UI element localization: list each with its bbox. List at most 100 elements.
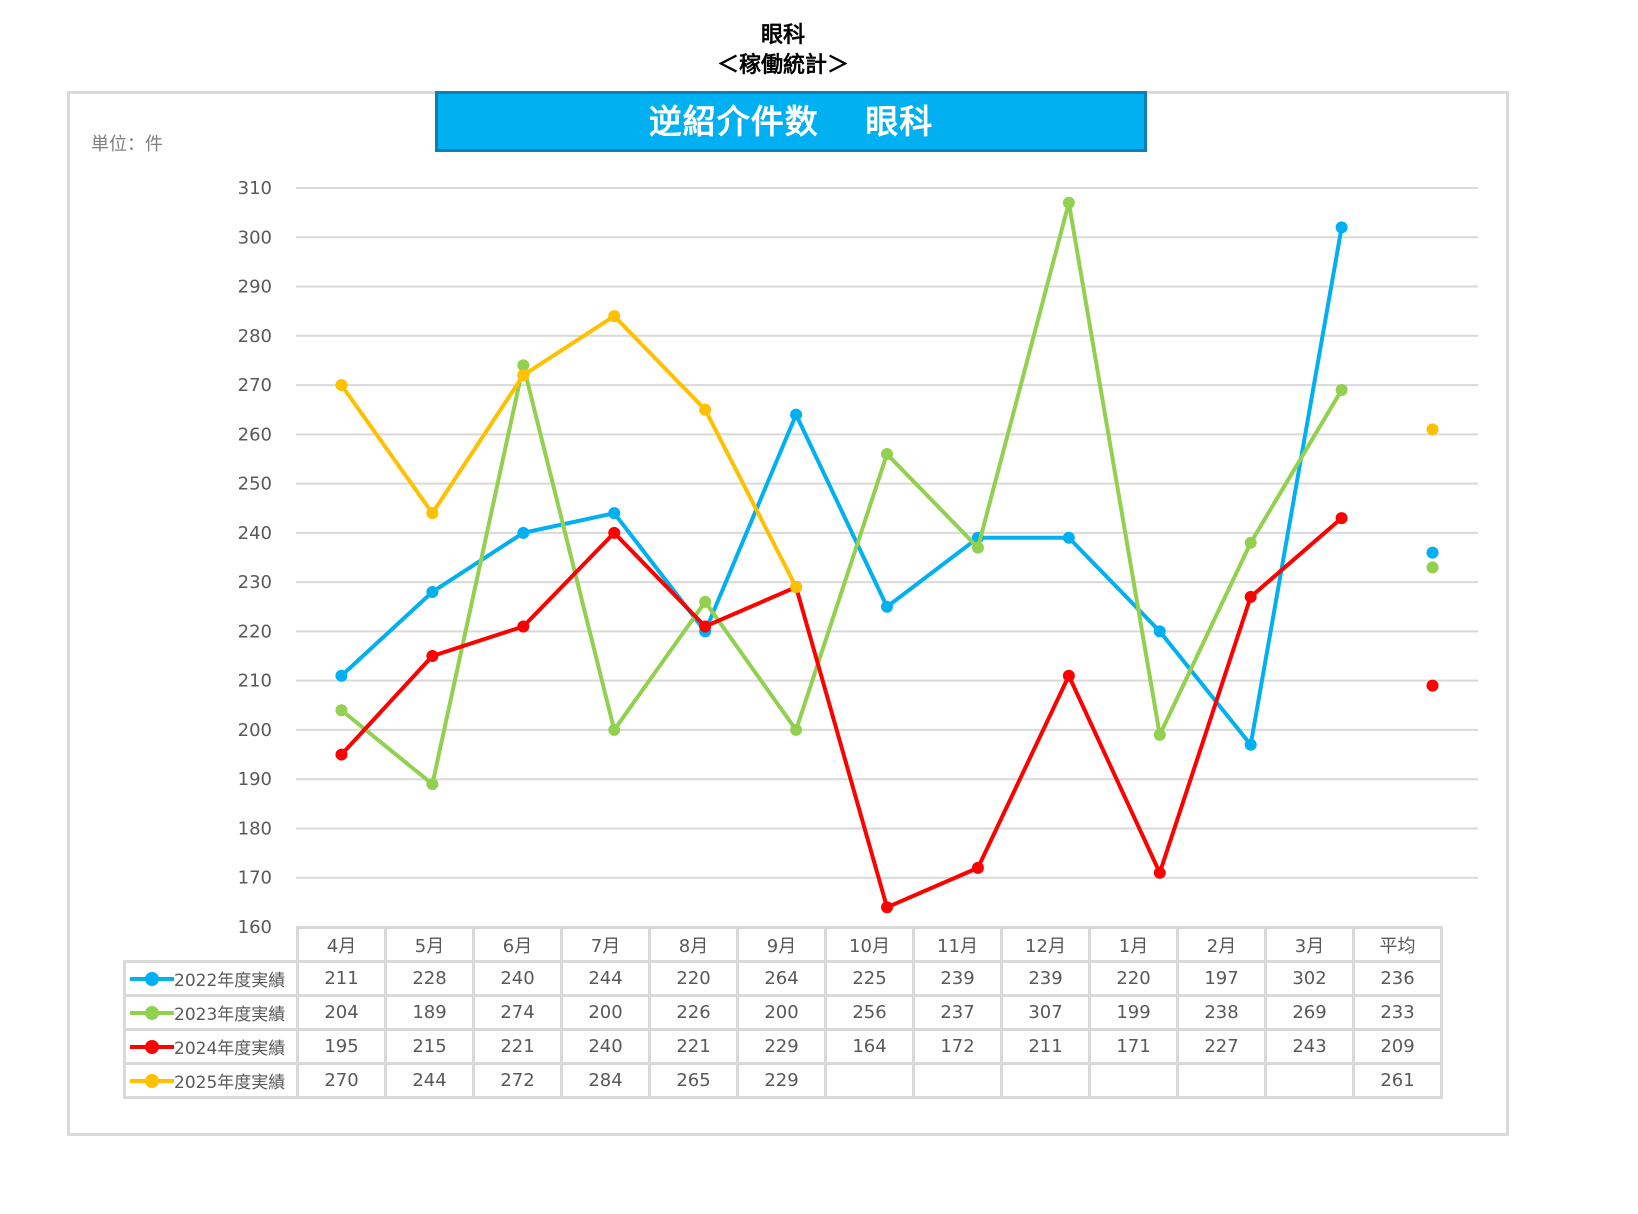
table-row: 2024年度実績 195 215 221 240 221 229 164 172 211 171 22… <box>123 1028 1443 1065</box>
table-cell: 272 <box>472 1062 563 1099</box>
table-cell: 236 <box>1352 960 1443 997</box>
table-cell: 211 <box>296 960 387 997</box>
data-point-marker <box>1062 531 1075 544</box>
table-cell: 226 <box>648 994 739 1031</box>
y-tick-label: 180 <box>238 818 272 839</box>
y-tick-label: 230 <box>238 572 272 593</box>
column-header: 10月 <box>824 926 915 963</box>
data-point-marker <box>699 403 712 416</box>
data-point-marker <box>1335 383 1348 396</box>
table-cell: 209 <box>1352 1028 1443 1065</box>
data-point-marker <box>1062 669 1075 682</box>
data-table: 4月 5月 6月 7月 8月 9月 10月 11月 12月 1月 2月 3月 平均 2022年度実績 211… <box>123 926 1443 1099</box>
column-header: 11月 <box>912 926 1003 963</box>
data-point-marker <box>1335 512 1348 525</box>
table-cell <box>1264 1062 1355 1099</box>
data-point-marker <box>517 526 530 539</box>
data-point-marker <box>1244 590 1257 603</box>
data-point-marker <box>971 861 984 874</box>
page-subtitle: ＜稼働統計＞ <box>716 53 849 78</box>
table-cell: 189 <box>384 994 475 1031</box>
legend-entry: 2025年度実績 <box>123 1062 299 1099</box>
average-marker <box>1426 679 1439 692</box>
data-point-marker <box>881 600 893 613</box>
table-cell: 215 <box>384 1028 475 1065</box>
y-tick-label: 250 <box>238 474 272 495</box>
column-header: 2月 <box>1176 926 1267 963</box>
legend-line-marker-icon <box>130 971 174 986</box>
table-cell: 197 <box>1176 960 1267 997</box>
table-cell: 228 <box>384 960 475 997</box>
y-tick-label: 260 <box>238 424 272 445</box>
table-cell: 171 <box>1088 1028 1179 1065</box>
column-header: 3月 <box>1264 926 1355 963</box>
table-cell: 243 <box>1264 1028 1355 1065</box>
table-cell: 244 <box>384 1062 475 1099</box>
data-point-marker <box>881 901 893 914</box>
table-cell: 195 <box>296 1028 387 1065</box>
table-cell: 199 <box>1088 994 1179 1031</box>
column-header: 4月 <box>296 926 387 963</box>
table-cell <box>1088 1062 1179 1099</box>
column-header: 9月 <box>736 926 827 963</box>
legend-label: 2023年度実績 <box>174 1005 286 1025</box>
legend-line-marker-icon <box>130 1039 174 1054</box>
data-point-marker <box>971 541 984 554</box>
data-point-marker <box>426 650 439 663</box>
y-tick-label: 310 <box>238 178 272 199</box>
legend-entry: 2024年度実績 <box>123 1028 299 1065</box>
column-header: 5月 <box>384 926 475 963</box>
data-point-marker <box>517 369 530 382</box>
data-point-marker <box>426 507 439 520</box>
data-point-marker <box>335 669 348 682</box>
y-tick-label: 270 <box>238 375 272 396</box>
table-cell: 265 <box>648 1062 739 1099</box>
table-cell: 274 <box>472 994 563 1031</box>
series-line-3 <box>339 314 798 588</box>
y-tick-label: 240 <box>238 523 272 544</box>
table-cell: 244 <box>560 960 651 997</box>
legend-entry: 2022年度実績 <box>123 960 299 997</box>
table-cell: 229 <box>736 1028 827 1065</box>
table-cell: 239 <box>912 960 1003 997</box>
table-header-row: 4月 5月 6月 7月 8月 9月 10月 11月 12月 1月 2月 3月 平均 <box>124 926 1443 963</box>
series-line-0 <box>340 227 1344 747</box>
column-header: 6月 <box>472 926 563 963</box>
average-marker <box>1426 561 1439 574</box>
table-cell: 302 <box>1264 960 1355 997</box>
table-corner <box>124 927 299 963</box>
column-header: 平均 <box>1352 926 1443 963</box>
data-point-marker <box>335 379 348 392</box>
table-cell: 240 <box>560 1028 651 1065</box>
y-tick-label: 280 <box>238 326 272 347</box>
legend-entry: 2023年度実績 <box>123 994 299 1031</box>
table-cell: 307 <box>1000 994 1091 1031</box>
data-point-marker <box>608 310 621 323</box>
y-tick-label: 200 <box>238 720 272 741</box>
data-point-marker <box>517 620 530 633</box>
column-header: 1月 <box>1088 926 1179 963</box>
table-row: 2023年度実績 204 189 274 200 226 200 256 237 307 199 23… <box>123 994 1443 1031</box>
table-cell: 264 <box>736 960 827 997</box>
unit-label: 単位：件 <box>91 134 163 155</box>
table-cell: 164 <box>824 1028 915 1065</box>
table-cell: 229 <box>736 1062 827 1099</box>
table-cell: 270 <box>296 1062 387 1099</box>
table-row: 2025年度実績 270 244 272 284 265 229 261 <box>123 1062 1443 1099</box>
legend-line-marker-icon <box>130 1005 174 1020</box>
table-cell: 200 <box>560 994 651 1031</box>
column-header: 12月 <box>1000 926 1091 963</box>
table-cell: 237 <box>912 994 1003 1031</box>
legend-line-marker-icon <box>130 1073 174 1088</box>
table-cell: 227 <box>1176 1028 1267 1065</box>
column-header: 7月 <box>560 926 651 963</box>
table-cell: 256 <box>824 994 915 1031</box>
table-cell: 221 <box>472 1028 563 1065</box>
table-cell <box>824 1062 915 1099</box>
y-tick-label: 170 <box>238 868 272 889</box>
data-point-marker <box>1244 536 1257 549</box>
table-cell <box>912 1062 1003 1099</box>
table-cell: 200 <box>736 994 827 1031</box>
table-row: 2022年度実績 211 228 240 244 220 264 225 239 239 220 19… <box>123 960 1443 997</box>
